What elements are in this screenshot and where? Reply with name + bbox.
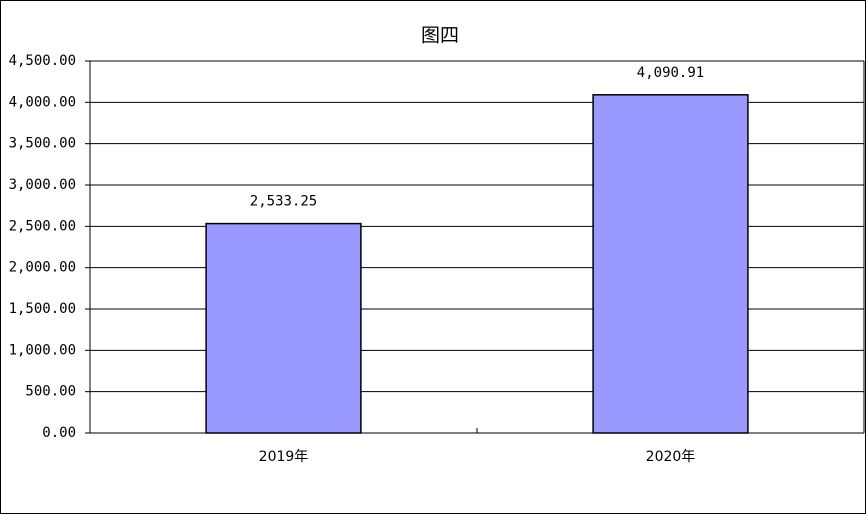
y-tick-label: 1,500.00 [9, 301, 76, 317]
y-tick-label: 4,000.00 [9, 94, 76, 110]
y-tick-label: 3,000.00 [9, 177, 76, 193]
bar [205, 222, 362, 434]
chart-title: 图四 [421, 25, 459, 47]
x-tick-label: 2019年 [259, 449, 309, 465]
data-label: 2,533.25 [250, 194, 317, 210]
y-tick-label: 2,500.00 [9, 218, 76, 234]
y-tick-label: 1,000.00 [9, 342, 76, 358]
data-label: 4,090.91 [637, 65, 704, 81]
y-tick-label: 2,000.00 [9, 260, 76, 276]
y-tick-label: 4,500.00 [9, 53, 76, 69]
y-tick-label: 500.00 [25, 384, 76, 400]
x-tick-label: 2020年 [646, 449, 696, 465]
bar [592, 94, 749, 434]
y-tick-label: 3,500.00 [9, 136, 76, 152]
y-tick-label: 0.00 [42, 425, 76, 441]
